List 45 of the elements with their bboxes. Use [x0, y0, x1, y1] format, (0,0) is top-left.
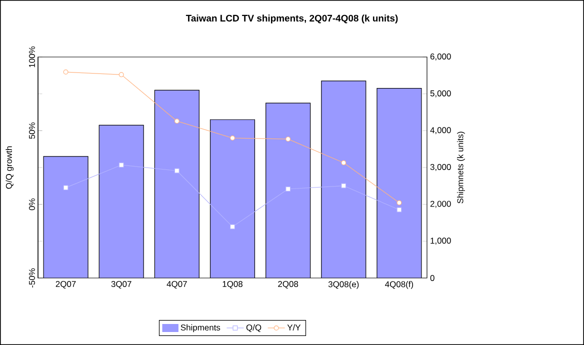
point: [286, 136, 291, 142]
bar: [99, 125, 144, 278]
point: [396, 207, 402, 212]
x-tick-label: 2Q08: [278, 281, 298, 289]
point: [341, 183, 346, 188]
y-tick-label: 50%: [28, 122, 35, 139]
y2-tick-label: 0: [430, 275, 434, 281]
legend-label: Shipments: [180, 324, 220, 332]
x-tick-label: 1Q08: [222, 281, 242, 289]
y-tick-label: 0%: [28, 198, 35, 210]
y2-tick-label: 3,000: [430, 164, 451, 171]
point: [63, 185, 68, 190]
y2-axis-title: Shipmnets (k units): [457, 132, 465, 204]
bar: [266, 103, 310, 278]
y2-tick-label: 6,000: [430, 54, 451, 60]
bar: [210, 120, 255, 278]
x-tick-label: 4Q08(f): [385, 281, 414, 289]
x-tick-label: 4Q07: [166, 281, 187, 289]
y-axis-title: Q/Q growth: [6, 146, 14, 189]
point: [396, 200, 402, 206]
x-tick-label: 3Q08(e): [328, 281, 359, 289]
x-tick-label: 2Q07: [56, 281, 76, 289]
y2-tick-label: 5,000: [430, 90, 451, 98]
x-tick-label: 3Q07: [111, 281, 132, 289]
y2-tick-label: 2,000: [430, 200, 451, 208]
legend-label: Q/Q: [246, 324, 262, 332]
legend-label: Y/Y: [287, 324, 301, 330]
bar: [154, 90, 200, 278]
y-tick-label: 100%: [28, 46, 35, 68]
bar: [44, 156, 88, 278]
point: [174, 118, 180, 124]
point: [286, 186, 291, 192]
point: [118, 162, 124, 168]
point: [230, 136, 235, 141]
y2-tick-label: 1,000: [430, 238, 451, 245]
point: [63, 70, 68, 75]
point: [230, 224, 235, 230]
bar: [376, 88, 422, 278]
chart-title: Taiwan LCD TV shipments, 2Q07-4Q08 (k units): [186, 14, 398, 24]
bar: [321, 80, 366, 278]
point: [174, 168, 180, 174]
point: [341, 160, 346, 166]
y-tick-label: -50%: [28, 268, 35, 288]
y2-tick-label: 4,000: [430, 127, 451, 134]
point: [118, 72, 124, 78]
